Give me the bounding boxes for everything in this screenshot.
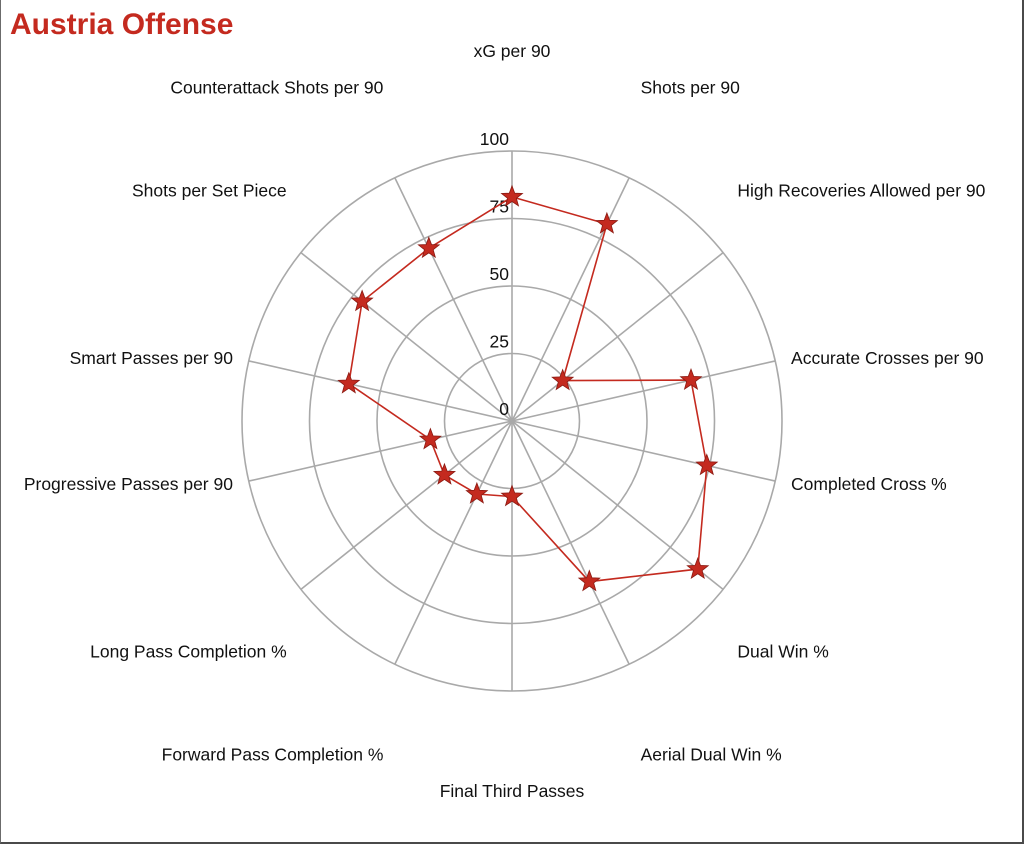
grid-spoke: [394, 177, 513, 422]
radial-tick-label: 50: [490, 264, 510, 284]
category-label: High Recoveries Allowed per 90: [737, 180, 985, 200]
data-point-star: [679, 368, 703, 390]
category-label: Completed Cross %: [791, 474, 947, 494]
chart-title: Austria Offense: [10, 8, 234, 41]
data-point-star: [695, 453, 719, 476]
grid-spoke: [511, 177, 630, 422]
grid-spoke: [511, 420, 724, 590]
category-label: Accurate Crosses per 90: [791, 348, 984, 368]
category-label: Smart Passes per 90: [70, 348, 234, 368]
data-point-star: [595, 211, 619, 234]
grid-spoke: [511, 420, 630, 665]
grid-spoke: [248, 420, 513, 482]
radial-tick-label: 25: [490, 332, 509, 352]
category-label: Dual Win %: [737, 642, 828, 662]
radar-grid: [241, 150, 783, 692]
data-point-star: [337, 371, 361, 394]
grid-spoke: [394, 420, 513, 665]
grid-spoke: [248, 360, 513, 422]
grid-spoke: [511, 360, 776, 422]
data-point-star: [500, 484, 524, 507]
category-label: Counterattack Shots per 90: [170, 78, 383, 98]
grid-spoke: [511, 420, 776, 482]
data-point-star: [686, 556, 710, 579]
data-point-star: [465, 481, 489, 504]
category-label: Forward Pass Completion %: [162, 744, 384, 764]
data-point-star: [418, 427, 442, 450]
data-point-star: [577, 569, 601, 592]
category-label: Shots per 90: [641, 78, 740, 98]
category-label: Final Third Passes: [440, 781, 585, 801]
data-point-star: [551, 368, 575, 391]
data-point-star: [417, 236, 441, 259]
category-label: xG per 90: [474, 41, 551, 61]
grid-spoke: [300, 252, 513, 422]
grid-spoke: [300, 420, 513, 590]
category-label: Shots per Set Piece: [132, 180, 287, 200]
grid-spoke: [511, 252, 724, 422]
radial-tick-label: 0: [499, 399, 509, 419]
data-point-star: [500, 184, 524, 207]
category-label: Aerial Dual Win %: [641, 744, 782, 764]
radial-tick-label: 75: [490, 197, 509, 217]
radial-tick-label: 100: [480, 129, 509, 149]
category-label: Long Pass Completion %: [90, 642, 287, 662]
data-point-star: [432, 462, 457, 485]
category-label: Progressive Passes per 90: [24, 474, 233, 494]
data-point-star: [350, 289, 374, 312]
